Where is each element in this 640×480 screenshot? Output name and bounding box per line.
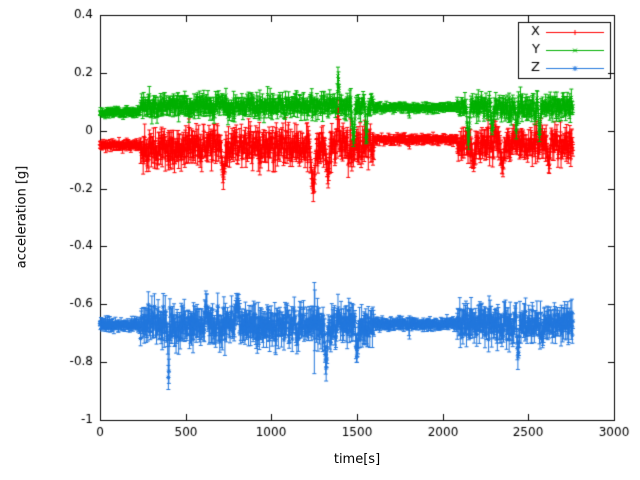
y-axis-label: acceleration [g] [14, 165, 30, 269]
x-axis-label: time[s] [333, 452, 381, 467]
